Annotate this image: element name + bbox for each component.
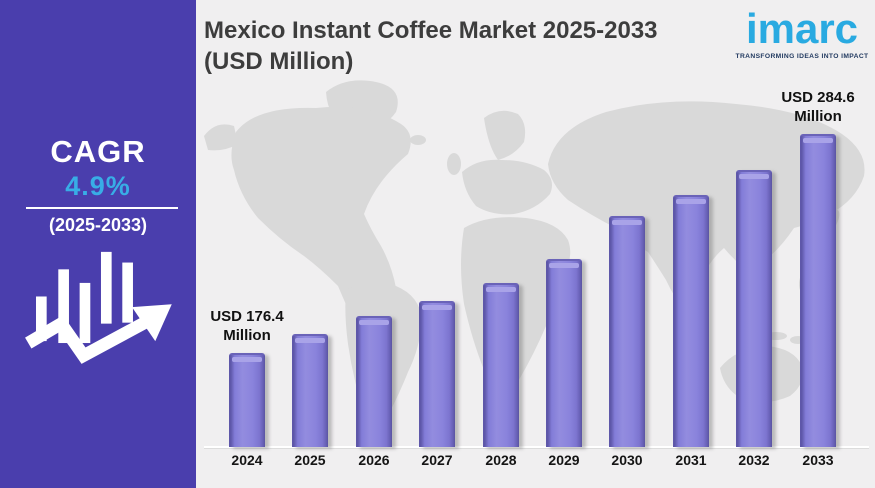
chart-title-line1: Mexico Instant Coffee Market 2025-2033 (204, 17, 658, 44)
year-label-2031: 2031 (675, 452, 707, 468)
imarc-logo-tagline: TRANSFORMING IDEAS INTO IMPACT (735, 53, 869, 60)
imarc-logo-wordmark: imarc (745, 5, 859, 52)
year-label-2026: 2026 (358, 452, 390, 468)
cagr-period: (2025-2033) (48, 215, 148, 235)
bar-chart: 2024 2025 2026 2027 2028 2029 2030 2031 2032 2033… (196, 0, 875, 488)
value-annotation-2033: USD 284.6 Million (781, 89, 855, 125)
cagr-label: CAGR (50, 134, 146, 169)
year-label-2025: 2025 (294, 452, 326, 468)
bar-2024 (229, 353, 265, 447)
bar-2033 (800, 134, 836, 447)
bar-2028 (483, 283, 519, 447)
year-label-2033: 2033 (802, 452, 834, 468)
year-label-2032: 2032 (738, 452, 770, 468)
imarc-logo: imarc TRANSFORMING IDEAS INTO IMPACT (733, 5, 871, 61)
bar-2025 (292, 334, 328, 447)
bar-2027 (419, 301, 455, 447)
bar-2029 (546, 259, 582, 447)
chart-title: Mexico Instant Coffee Market 2025-2033 (… (204, 15, 734, 77)
x-axis-line (204, 446, 869, 448)
bar-2032 (736, 170, 772, 447)
cagr-value: 4.9% (65, 171, 131, 201)
year-label-2028: 2028 (485, 452, 517, 468)
year-label-2027: 2027 (421, 452, 453, 468)
bar-2031 (673, 195, 709, 447)
year-label-2024: 2024 (231, 452, 263, 468)
bar-2030 (609, 216, 645, 447)
chart-title-line2: (USD Million) (204, 48, 354, 75)
year-label-2030: 2030 (611, 452, 643, 468)
value-annotation-2024: USD 176.4 Million (210, 308, 284, 344)
cagr-panel: CAGR 4.9% (2025-2033) (0, 0, 196, 488)
year-label-2029: 2029 (548, 452, 580, 468)
growth-chart-arrow-icon (25, 251, 172, 364)
bar-2026 (356, 316, 392, 447)
divider-line (26, 207, 178, 209)
